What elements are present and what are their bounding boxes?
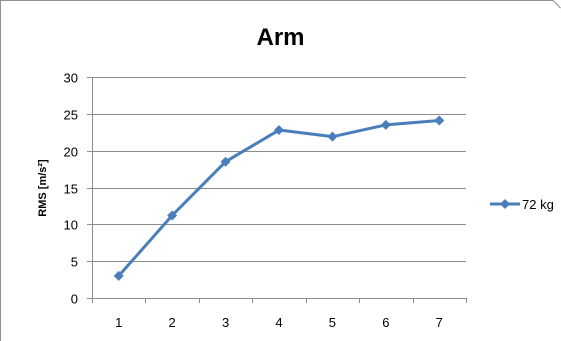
- series-line: [117, 118, 440, 277]
- legend-label: 72 kg: [522, 197, 554, 212]
- data-point: [380, 119, 391, 130]
- y-tick-label: 25: [64, 108, 78, 123]
- x-tick-label: 2: [169, 315, 176, 330]
- y-tick-label: 15: [64, 182, 78, 197]
- data-point: [327, 131, 338, 142]
- x-tick-label: 7: [436, 315, 443, 330]
- y-axis-label: RMS [m/s²]: [37, 159, 49, 217]
- x-tick-label: 1: [115, 315, 122, 330]
- data-point: [113, 270, 124, 281]
- chart-border: [0, 0, 561, 9]
- y-tick-label: 30: [64, 71, 78, 86]
- y-tick-label: 0: [71, 292, 78, 307]
- x-tick-label: 3: [222, 315, 229, 330]
- y-tick-label: 10: [64, 218, 78, 233]
- y-tick-label: 20: [64, 145, 78, 160]
- data-point: [274, 125, 284, 136]
- y-tick-label: 5: [71, 255, 78, 270]
- x-tick-label: 5: [329, 315, 336, 330]
- x-tick-label: 6: [382, 315, 389, 330]
- legend: 72 kg: [490, 197, 554, 212]
- data-point: [220, 156, 231, 167]
- data-point: [167, 210, 178, 221]
- x-tick-label: 4: [275, 315, 282, 330]
- legend-marker: [500, 199, 510, 209]
- data-point: [434, 115, 445, 126]
- chart-title: Arm: [256, 24, 305, 51]
